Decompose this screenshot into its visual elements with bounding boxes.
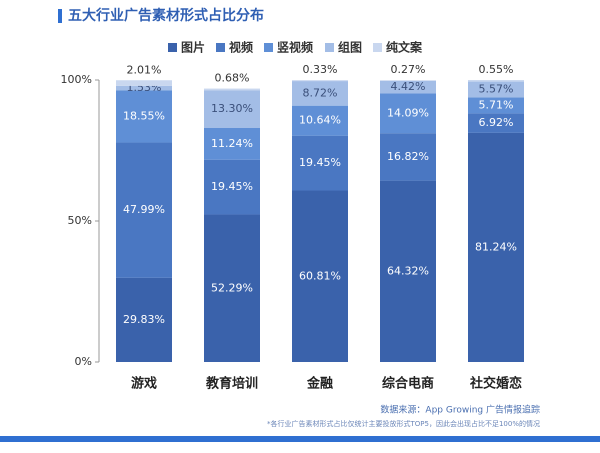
bar-segment [468,97,524,114]
bar-segment [204,159,260,215]
legend: 图片 视频 竖视频 组图 纯文案 [168,40,423,55]
legend-label: 视频 [229,40,253,55]
value-label: 14.09% [387,106,429,119]
y-tick-label: 100% [61,73,92,86]
value-label: 19.45% [299,156,341,169]
legend-label: 纯文案 [386,40,423,55]
value-label: 13.30% [211,102,253,115]
bar-segment [380,93,436,134]
bar-segment [380,80,436,81]
value-label: 0.27% [391,63,426,76]
y-tick-label: 0% [75,355,92,368]
bar-segment [292,190,348,362]
x-tick-label: 金融 [306,376,333,392]
x-tick-label: 教育培训 [205,376,258,392]
x-tick-label: 综合电商 [382,376,434,392]
legend-label: 竖视频 [277,40,313,55]
value-label: 29.83% [123,313,165,326]
bar-segment [468,132,524,362]
bar-segment [116,142,172,278]
value-label: 60.81% [299,269,341,282]
value-label: 6.92% [479,116,514,129]
bar-segment [380,80,436,94]
value-label: 4.42% [391,80,426,93]
bar-segment [292,81,348,106]
x-tick-label: 游戏 [131,376,157,392]
value-label: 5.57% [479,82,514,95]
legend-swatch [373,43,382,52]
bar-segment [204,90,260,128]
value-label: 0.55% [479,63,514,76]
y-tick-label: 50% [68,214,92,227]
bar-segment [292,105,348,136]
bar-segment [380,180,436,362]
x-tick-label: 社交婚恋 [469,376,522,392]
value-label: 47.99% [123,203,165,216]
title-marker [58,9,62,23]
chart-title: 五大行业广告素材形式占比分布 [68,7,264,24]
bar-segment [468,80,524,82]
bar-segment [116,277,172,362]
value-label: 10.64% [299,114,341,127]
value-label: 81.24% [475,240,517,253]
legend-label: 组图 [338,40,362,55]
value-label: 52.29% [211,281,253,294]
value-label: 18.55% [123,109,165,122]
source: 数据来源：App Growing 广告情报追踪 [380,404,540,416]
value-label: 8.72% [303,86,338,99]
bar-segment [292,135,348,191]
bar-segment [116,80,172,86]
value-label: 0.68% [215,72,250,85]
bar-segment [116,90,172,143]
legend-label: 图片 [181,40,205,55]
bar-segment [204,88,260,91]
value-label: 0.33% [303,63,338,76]
bar-segment [204,214,260,362]
bar-segment [468,113,524,133]
bar-segment [204,127,260,160]
value-label: 16.82% [387,150,429,163]
value-label: 19.45% [211,180,253,193]
footer-bar [0,436,600,442]
legend-swatch [216,43,225,52]
bar-segment [468,81,524,98]
value-label: 64.32% [387,264,429,277]
value-label: 11.24% [211,137,253,150]
bar-segment [380,133,436,181]
legend-swatch [264,43,273,52]
value-label: 2.01% [127,63,162,76]
footnote: *各行业广告素材形式占比仅统计主要投放形式TOP5，因此会出现占比不足100%的… [267,419,540,428]
bar-segment [292,80,348,82]
legend-swatch [325,43,334,52]
bar-segment [116,85,172,91]
value-label: 5.71% [479,98,514,111]
legend-swatch [168,43,177,52]
